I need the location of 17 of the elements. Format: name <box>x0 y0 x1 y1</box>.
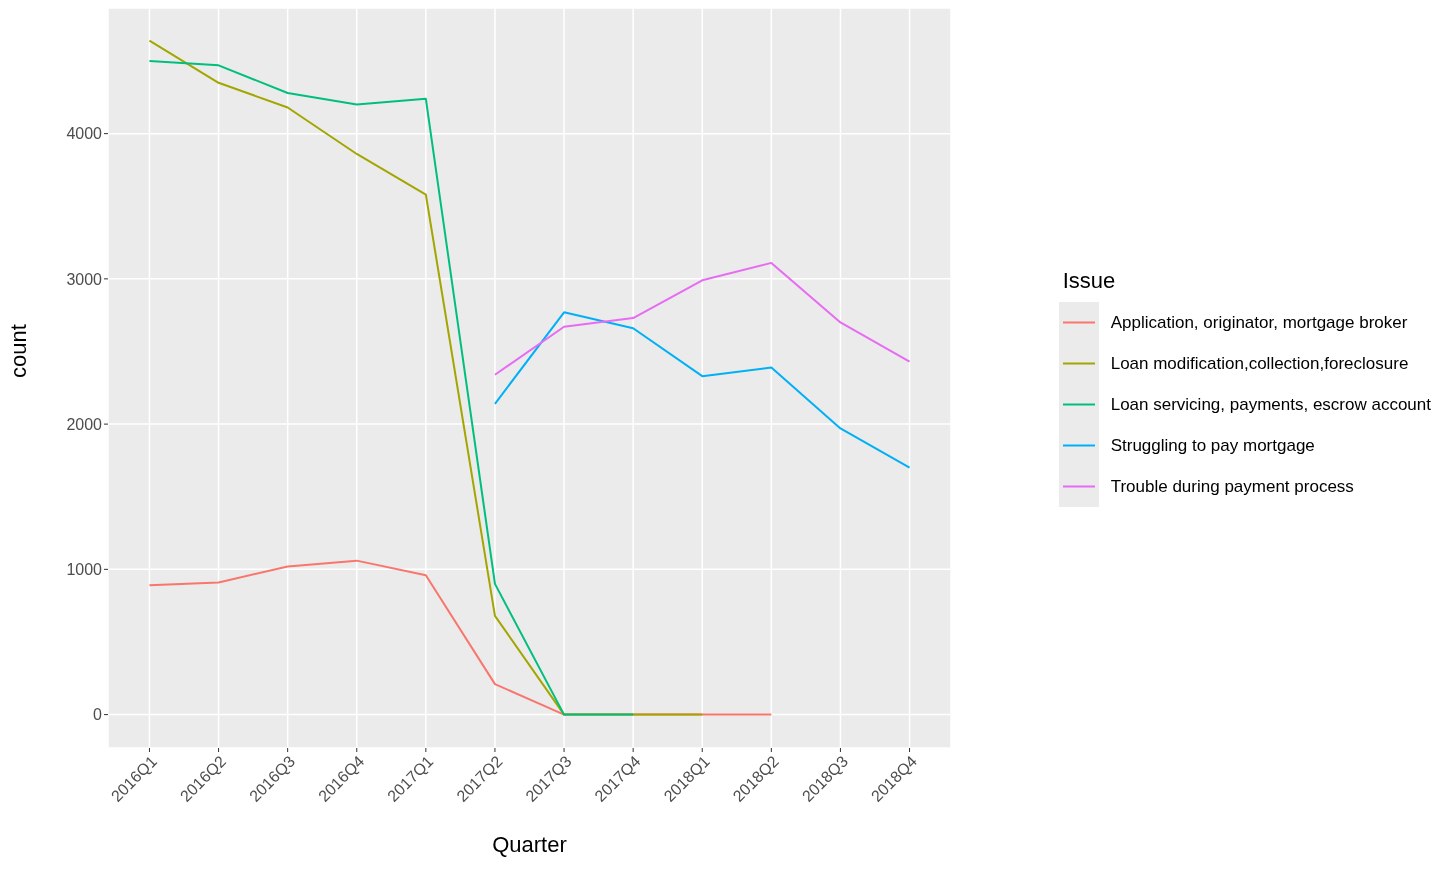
y-tick-label: 1000 <box>66 561 103 579</box>
y-axis-title: count <box>5 324 31 378</box>
line-series <box>148 60 635 716</box>
legend-label: Trouble during payment process <box>1110 476 1354 497</box>
legend-label: Application, originator, mortgage broker <box>1110 312 1408 333</box>
legend-title: Issue <box>1062 268 1117 294</box>
legend-label: Loan modification,collection,foreclosure <box>1110 353 1409 374</box>
y-tick-label: 2000 <box>66 415 103 433</box>
y-tick-label: 3000 <box>66 270 103 288</box>
y-tick-label: 0 <box>93 706 103 724</box>
line-series <box>493 311 911 469</box>
y-tick-label: 4000 <box>66 125 103 143</box>
line-series <box>148 39 704 716</box>
legend-label: Struggling to pay mortgage <box>1110 435 1315 456</box>
x-axis-title: Quarter <box>492 832 567 857</box>
legend-label: Loan servicing, payments, escrow account <box>1110 394 1431 415</box>
line-series <box>493 261 911 376</box>
